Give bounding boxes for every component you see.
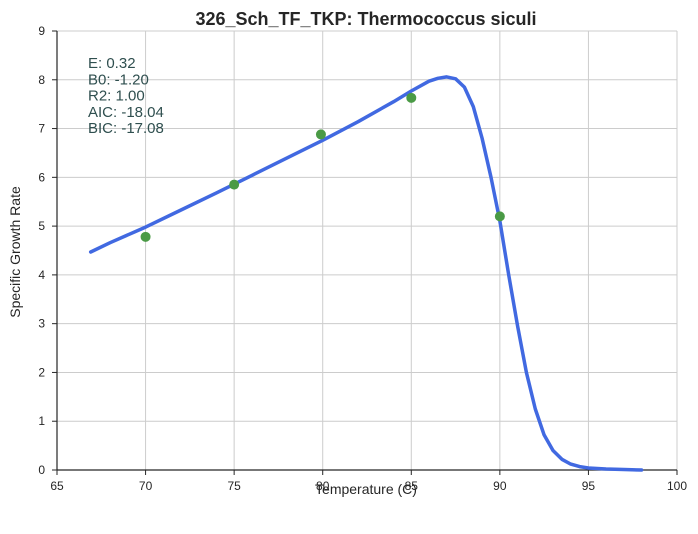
x-tick-label: 85 xyxy=(405,479,419,493)
y-tick-label: 0 xyxy=(38,463,45,477)
fit-curve-layer xyxy=(88,75,644,472)
stat-line: AIC: -18.04 xyxy=(88,104,164,121)
x-tick-label: 70 xyxy=(139,479,153,493)
data-points-layer xyxy=(140,92,505,242)
stat-line: BIC: -17.08 xyxy=(88,120,164,137)
x-tick-label: 90 xyxy=(493,479,507,493)
x-tick-label: 95 xyxy=(582,479,596,493)
y-axis-ticks: 0 1 2 3 4 5 6 7 8 9 xyxy=(38,24,57,477)
x-tick-label: 80 xyxy=(316,479,330,493)
y-axis-label: Specific Growth Rate xyxy=(7,186,23,318)
y-tick-label: 4 xyxy=(38,268,45,282)
data-point xyxy=(315,129,326,140)
y-tick-label: 2 xyxy=(38,365,45,379)
fit-curve-line xyxy=(88,75,644,472)
x-axis-label: Temperature (C) xyxy=(315,481,417,497)
y-tick-label: 8 xyxy=(38,73,45,87)
y-tick-label: 9 xyxy=(38,24,45,38)
y-tick-label: 6 xyxy=(38,170,45,184)
x-tick-label: 100 xyxy=(667,479,687,493)
data-point xyxy=(406,92,417,103)
data-point xyxy=(494,211,505,222)
x-tick-label: 75 xyxy=(227,479,241,493)
stat-line: E: 0.32 xyxy=(88,55,136,72)
stat-line: R2: 1.00 xyxy=(88,88,145,105)
data-point xyxy=(229,179,240,190)
x-axis-ticks: 65 70 75 80 85 90 95 100 xyxy=(50,470,687,493)
y-tick-label: 7 xyxy=(38,122,45,136)
y-tick-label: 1 xyxy=(38,414,45,428)
y-tick-label: 5 xyxy=(38,219,45,233)
data-point xyxy=(140,231,151,242)
y-tick-label: 3 xyxy=(38,317,45,331)
axes xyxy=(56,31,677,471)
x-tick-label: 65 xyxy=(50,479,64,493)
chart-title: 326_Sch_TF_TKP: Thermococcus siculi xyxy=(195,9,536,29)
stat-line: B0: -1.20 xyxy=(88,71,149,88)
